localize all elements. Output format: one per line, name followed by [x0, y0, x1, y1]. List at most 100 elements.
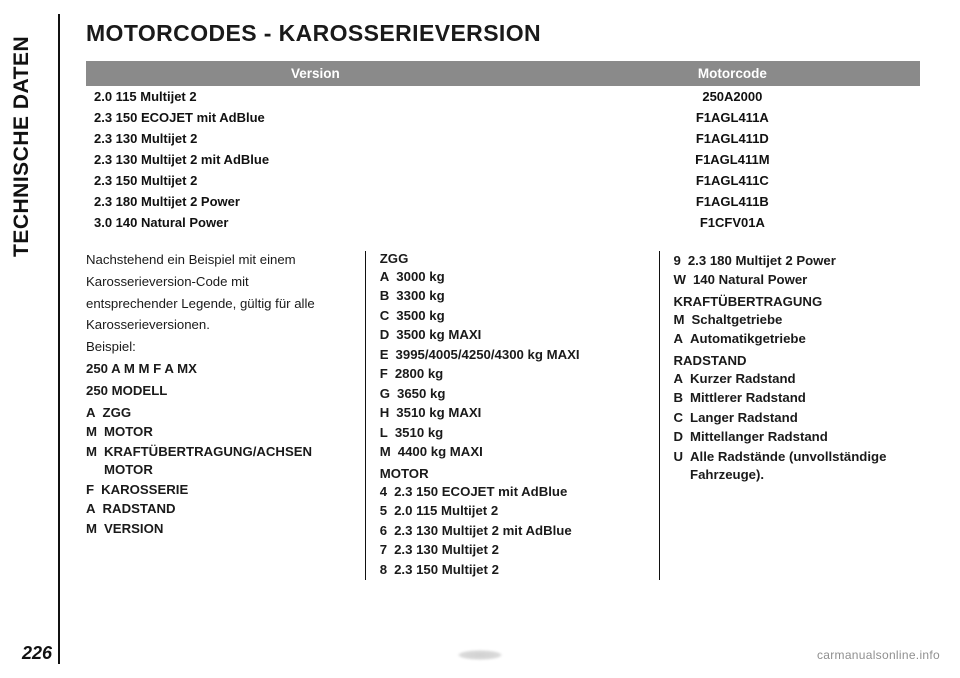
cell-version: 2.3 130 Multijet 2 mit AdBlue [86, 149, 545, 170]
item-key: H [380, 404, 390, 422]
page-title: MOTORCODES - KAROSSERIEVERSION [86, 20, 920, 47]
item-key: 4 [380, 483, 387, 501]
zgg-item: G 3650 kg [380, 385, 645, 403]
item-value: 3000 kg [396, 268, 644, 286]
intro-line: entsprechender Legende, gültig für alle [86, 295, 351, 313]
item-value: 3650 kg [397, 385, 644, 403]
kraft-item: MSchaltgetriebe [674, 311, 921, 329]
legend-item: F KAROSSERIE [86, 481, 351, 499]
table-row: 2.3 150 Multijet 2F1AGL411C [86, 170, 920, 191]
item-value: Automatikgetriebe [690, 330, 920, 348]
rad-item: BMittlerer Radstand [674, 389, 921, 407]
item-value: 2.3 150 Multijet 2 [394, 561, 644, 579]
intro-line: Karosserieversionen. [86, 316, 351, 334]
motor-item: 8 2.3 150 Multijet 2 [380, 561, 645, 579]
item-value: 140 Natural Power [693, 271, 920, 289]
table-row: 2.0 115 Multijet 2250A2000 [86, 86, 920, 107]
item-value: 3510 kg MAXI [396, 404, 644, 422]
example-label: Beispiel: [86, 338, 351, 356]
legend-item: AZGG [86, 404, 351, 422]
col-header-version: Version [86, 61, 545, 86]
cell-code: F1AGL411M [545, 149, 920, 170]
item-value: 4400 kg MAXI [398, 443, 645, 461]
motorcode-table: Version Motorcode 2.0 115 Multijet 2250A… [86, 61, 920, 233]
cell-version: 3.0 140 Natural Power [86, 212, 545, 233]
legend-key: M [86, 443, 97, 480]
zgg-item: M4400 kg MAXI [380, 443, 645, 461]
cell-code: F1AGL411B [545, 191, 920, 212]
legend-item: MMOTOR [86, 423, 351, 441]
legend-item: MKRAFTÜBERTRAGUNG/ACHSEN MOTOR [86, 443, 351, 480]
legend-key: A [86, 404, 96, 422]
item-key: D [674, 428, 684, 446]
table-row: 3.0 140 Natural PowerF1CFV01A [86, 212, 920, 233]
item-value: 2.3 130 Multijet 2 mit AdBlue [394, 522, 644, 540]
rad-item: UAlle Radstände (unvollständige Fahrzeug… [674, 448, 921, 485]
motor-item: W140 Natural Power [674, 271, 921, 289]
example-code: 250 A M M F A MX [86, 360, 351, 378]
cell-version: 2.3 150 ECOJET mit AdBlue [86, 107, 545, 128]
legend-item: MVERSION [86, 520, 351, 538]
item-key: C [674, 409, 684, 427]
item-value: 3510 kg [395, 424, 645, 442]
item-key: F [380, 365, 388, 383]
page-number: 226 [22, 643, 52, 664]
cell-code: F1AGL411A [545, 107, 920, 128]
radstand-head: RADSTAND [674, 353, 921, 368]
item-value: Mittlerer Radstand [690, 389, 920, 407]
item-key: 9 [674, 252, 681, 270]
item-value: Alle Radstände (unvollständige Fahrzeuge… [690, 448, 920, 485]
legend-value: RADSTAND [103, 500, 351, 518]
item-key: L [380, 424, 388, 442]
item-value: 3500 kg MAXI [396, 326, 644, 344]
cell-version: 2.0 115 Multijet 2 [86, 86, 545, 107]
legend-value: MOTOR [104, 423, 351, 441]
item-key: A [380, 268, 390, 286]
rad-item: AKurzer Radstand [674, 370, 921, 388]
item-value: Schaltgetriebe [692, 311, 921, 329]
column-3: 92.3 180 Multijet 2 Power W140 Natural P… [659, 251, 921, 580]
item-key: C [380, 307, 390, 325]
item-key: B [380, 287, 390, 305]
item-key: 6 [380, 522, 387, 540]
column-2: ZGG A 3000 kg B 3300 kg C 3500 kg D 3500 kg … [365, 251, 659, 580]
item-key: 8 [380, 561, 387, 579]
footer-source: carmanualsonline.info [817, 648, 940, 662]
legend-value: KAROSSERIE [101, 481, 351, 499]
legend-key: A [86, 500, 96, 518]
item-key: G [380, 385, 390, 403]
legend-value: KRAFTÜBERTRAGUNG/ACHSEN MOTOR [104, 443, 351, 480]
legend-key: F [86, 481, 94, 499]
item-value: 3500 kg [396, 307, 644, 325]
cell-code: F1CFV01A [545, 212, 920, 233]
body-columns: Nachstehend ein Beispiel mit einem Karos… [86, 251, 920, 580]
side-divider [58, 14, 60, 664]
item-key: D [380, 326, 390, 344]
model-line: 250 MODELL [86, 382, 351, 400]
cell-version: 2.3 130 Multijet 2 [86, 128, 545, 149]
motor-item: 6 2.3 130 Multijet 2 mit AdBlue [380, 522, 645, 540]
item-value: Langer Radstand [690, 409, 920, 427]
cell-version: 2.3 180 Multijet 2 Power [86, 191, 545, 212]
intro-line: Nachstehend ein Beispiel mit einem [86, 251, 351, 269]
item-key: A [674, 330, 684, 348]
motor-item: 92.3 180 Multijet 2 Power [674, 252, 921, 270]
footer-center-mark [457, 650, 503, 660]
kraft-item: A Automatikgetriebe [674, 330, 921, 348]
column-1: Nachstehend ein Beispiel mit einem Karos… [86, 251, 365, 580]
zgg-item: D 3500 kg MAXI [380, 326, 645, 344]
table-row: 2.3 180 Multijet 2 PowerF1AGL411B [86, 191, 920, 212]
kraft-head: KRAFTÜBERTRAGUNG [674, 294, 921, 309]
zgg-head: ZGG [380, 251, 645, 266]
item-key: 7 [380, 541, 387, 559]
legend-item: A RADSTAND [86, 500, 351, 518]
item-key: A [674, 370, 684, 388]
motor-head: MOTOR [380, 466, 645, 481]
zgg-item: A 3000 kg [380, 268, 645, 286]
col-header-motorcode: Motorcode [545, 61, 920, 86]
item-value: 2.3 150 ECOJET mit AdBlue [394, 483, 644, 501]
item-value: 2.3 130 Multijet 2 [394, 541, 644, 559]
rad-item: C Langer Radstand [674, 409, 921, 427]
item-value: 3300 kg [396, 287, 644, 305]
rad-item: DMittellanger Radstand [674, 428, 921, 446]
